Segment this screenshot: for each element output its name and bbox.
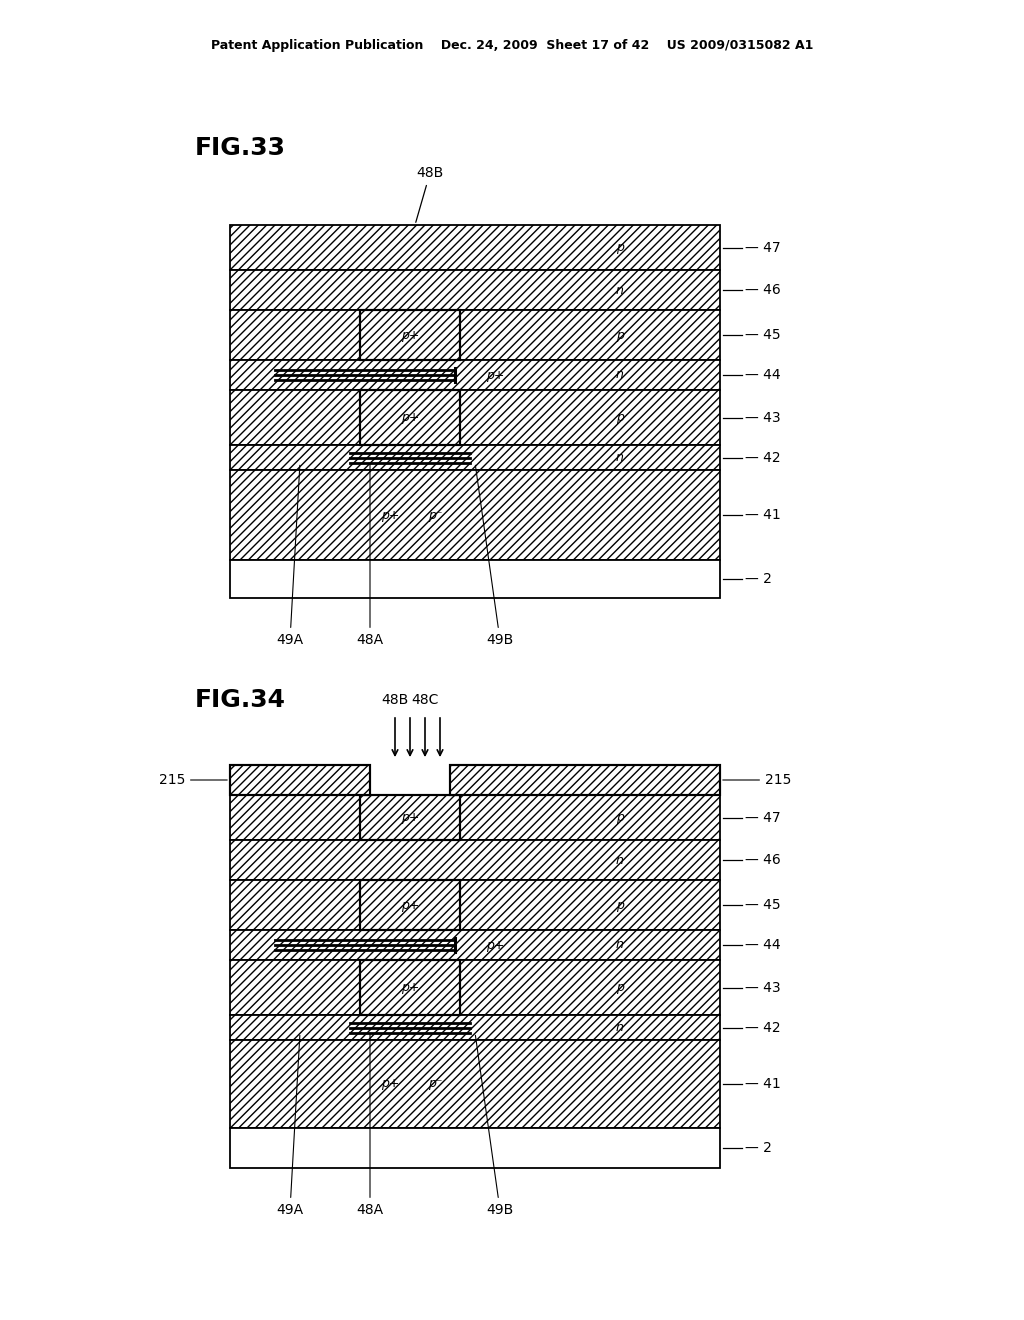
Bar (360, 795, 460, 840)
Bar (230, 271, 720, 310)
Text: — 2: — 2 (745, 1140, 772, 1155)
Text: p+: p+ (381, 1077, 399, 1090)
Text: p: p (616, 899, 624, 912)
Text: n: n (616, 939, 624, 952)
Bar (360, 795, 460, 840)
Bar (450, 766, 720, 795)
Bar (230, 1129, 720, 1168)
Text: 48A: 48A (356, 463, 384, 647)
Text: p+: p+ (381, 508, 399, 521)
Text: Patent Application Publication    Dec. 24, 2009  Sheet 17 of 42    US 2009/03150: Patent Application Publication Dec. 24, … (211, 38, 813, 51)
Bar (230, 445, 720, 470)
Text: — 46: — 46 (745, 853, 780, 867)
Text: p+: p+ (485, 939, 504, 952)
Bar (360, 389, 460, 445)
Text: n: n (616, 1020, 624, 1034)
Text: — 43: — 43 (745, 981, 780, 994)
Text: 49A: 49A (276, 465, 303, 647)
Text: p+: p+ (400, 899, 419, 912)
Text: 48A: 48A (356, 1034, 384, 1217)
Bar (230, 931, 720, 960)
Text: — 44: — 44 (745, 939, 780, 952)
Bar (360, 880, 460, 931)
Text: p: p (616, 411, 624, 424)
Text: 215: 215 (159, 774, 227, 787)
Text: p: p (616, 242, 624, 253)
Bar (360, 960, 460, 1015)
Text: — 45: — 45 (745, 327, 780, 342)
Text: 48C: 48C (412, 693, 438, 708)
Bar (230, 560, 720, 598)
Text: n: n (616, 368, 624, 381)
Text: — 42: — 42 (745, 450, 780, 465)
Bar (230, 766, 370, 795)
Bar (450, 766, 720, 795)
Text: — 42: — 42 (745, 1020, 780, 1035)
Bar (230, 1040, 720, 1129)
Text: FIG.34: FIG.34 (195, 688, 286, 711)
Text: p+: p+ (400, 329, 419, 342)
Text: — 2: — 2 (745, 572, 772, 586)
Text: p+: p+ (485, 368, 504, 381)
Text: p+: p+ (400, 810, 419, 824)
Bar (230, 470, 720, 560)
Bar (230, 1015, 720, 1040)
Text: — 41: — 41 (745, 508, 780, 521)
Text: n: n (616, 451, 624, 465)
Text: p⁻: p⁻ (428, 1077, 442, 1090)
Bar (230, 840, 720, 880)
Bar (230, 310, 720, 360)
Text: p: p (616, 329, 624, 342)
Bar (360, 880, 460, 931)
Bar (360, 310, 460, 360)
Text: p+: p+ (400, 981, 419, 994)
Bar (230, 880, 720, 931)
Text: — 41: — 41 (745, 1077, 780, 1092)
Bar (360, 389, 460, 445)
Bar (230, 960, 720, 1015)
Text: 49B: 49B (475, 1035, 514, 1217)
Text: — 46: — 46 (745, 282, 780, 297)
Bar (230, 360, 720, 389)
Text: 215: 215 (723, 774, 792, 787)
Text: 48B: 48B (381, 693, 409, 708)
Bar (360, 310, 460, 360)
Text: — 45: — 45 (745, 898, 780, 912)
Text: FIG.33: FIG.33 (195, 136, 286, 160)
Text: p⁻: p⁻ (428, 508, 442, 521)
Text: — 43: — 43 (745, 411, 780, 425)
Bar (230, 224, 720, 271)
Text: n: n (616, 284, 624, 297)
Text: p: p (616, 810, 624, 824)
Text: — 47: — 47 (745, 810, 780, 825)
Bar (230, 389, 720, 445)
Text: p+: p+ (400, 411, 419, 424)
Text: n: n (616, 854, 624, 866)
Bar (230, 795, 720, 840)
Text: 49B: 49B (475, 465, 514, 647)
Bar (230, 766, 370, 795)
Text: 49A: 49A (276, 1035, 303, 1217)
Bar (360, 960, 460, 1015)
Text: 48B: 48B (416, 166, 443, 222)
Text: — 44: — 44 (745, 368, 780, 381)
Text: p: p (616, 981, 624, 994)
Text: — 47: — 47 (745, 240, 780, 255)
